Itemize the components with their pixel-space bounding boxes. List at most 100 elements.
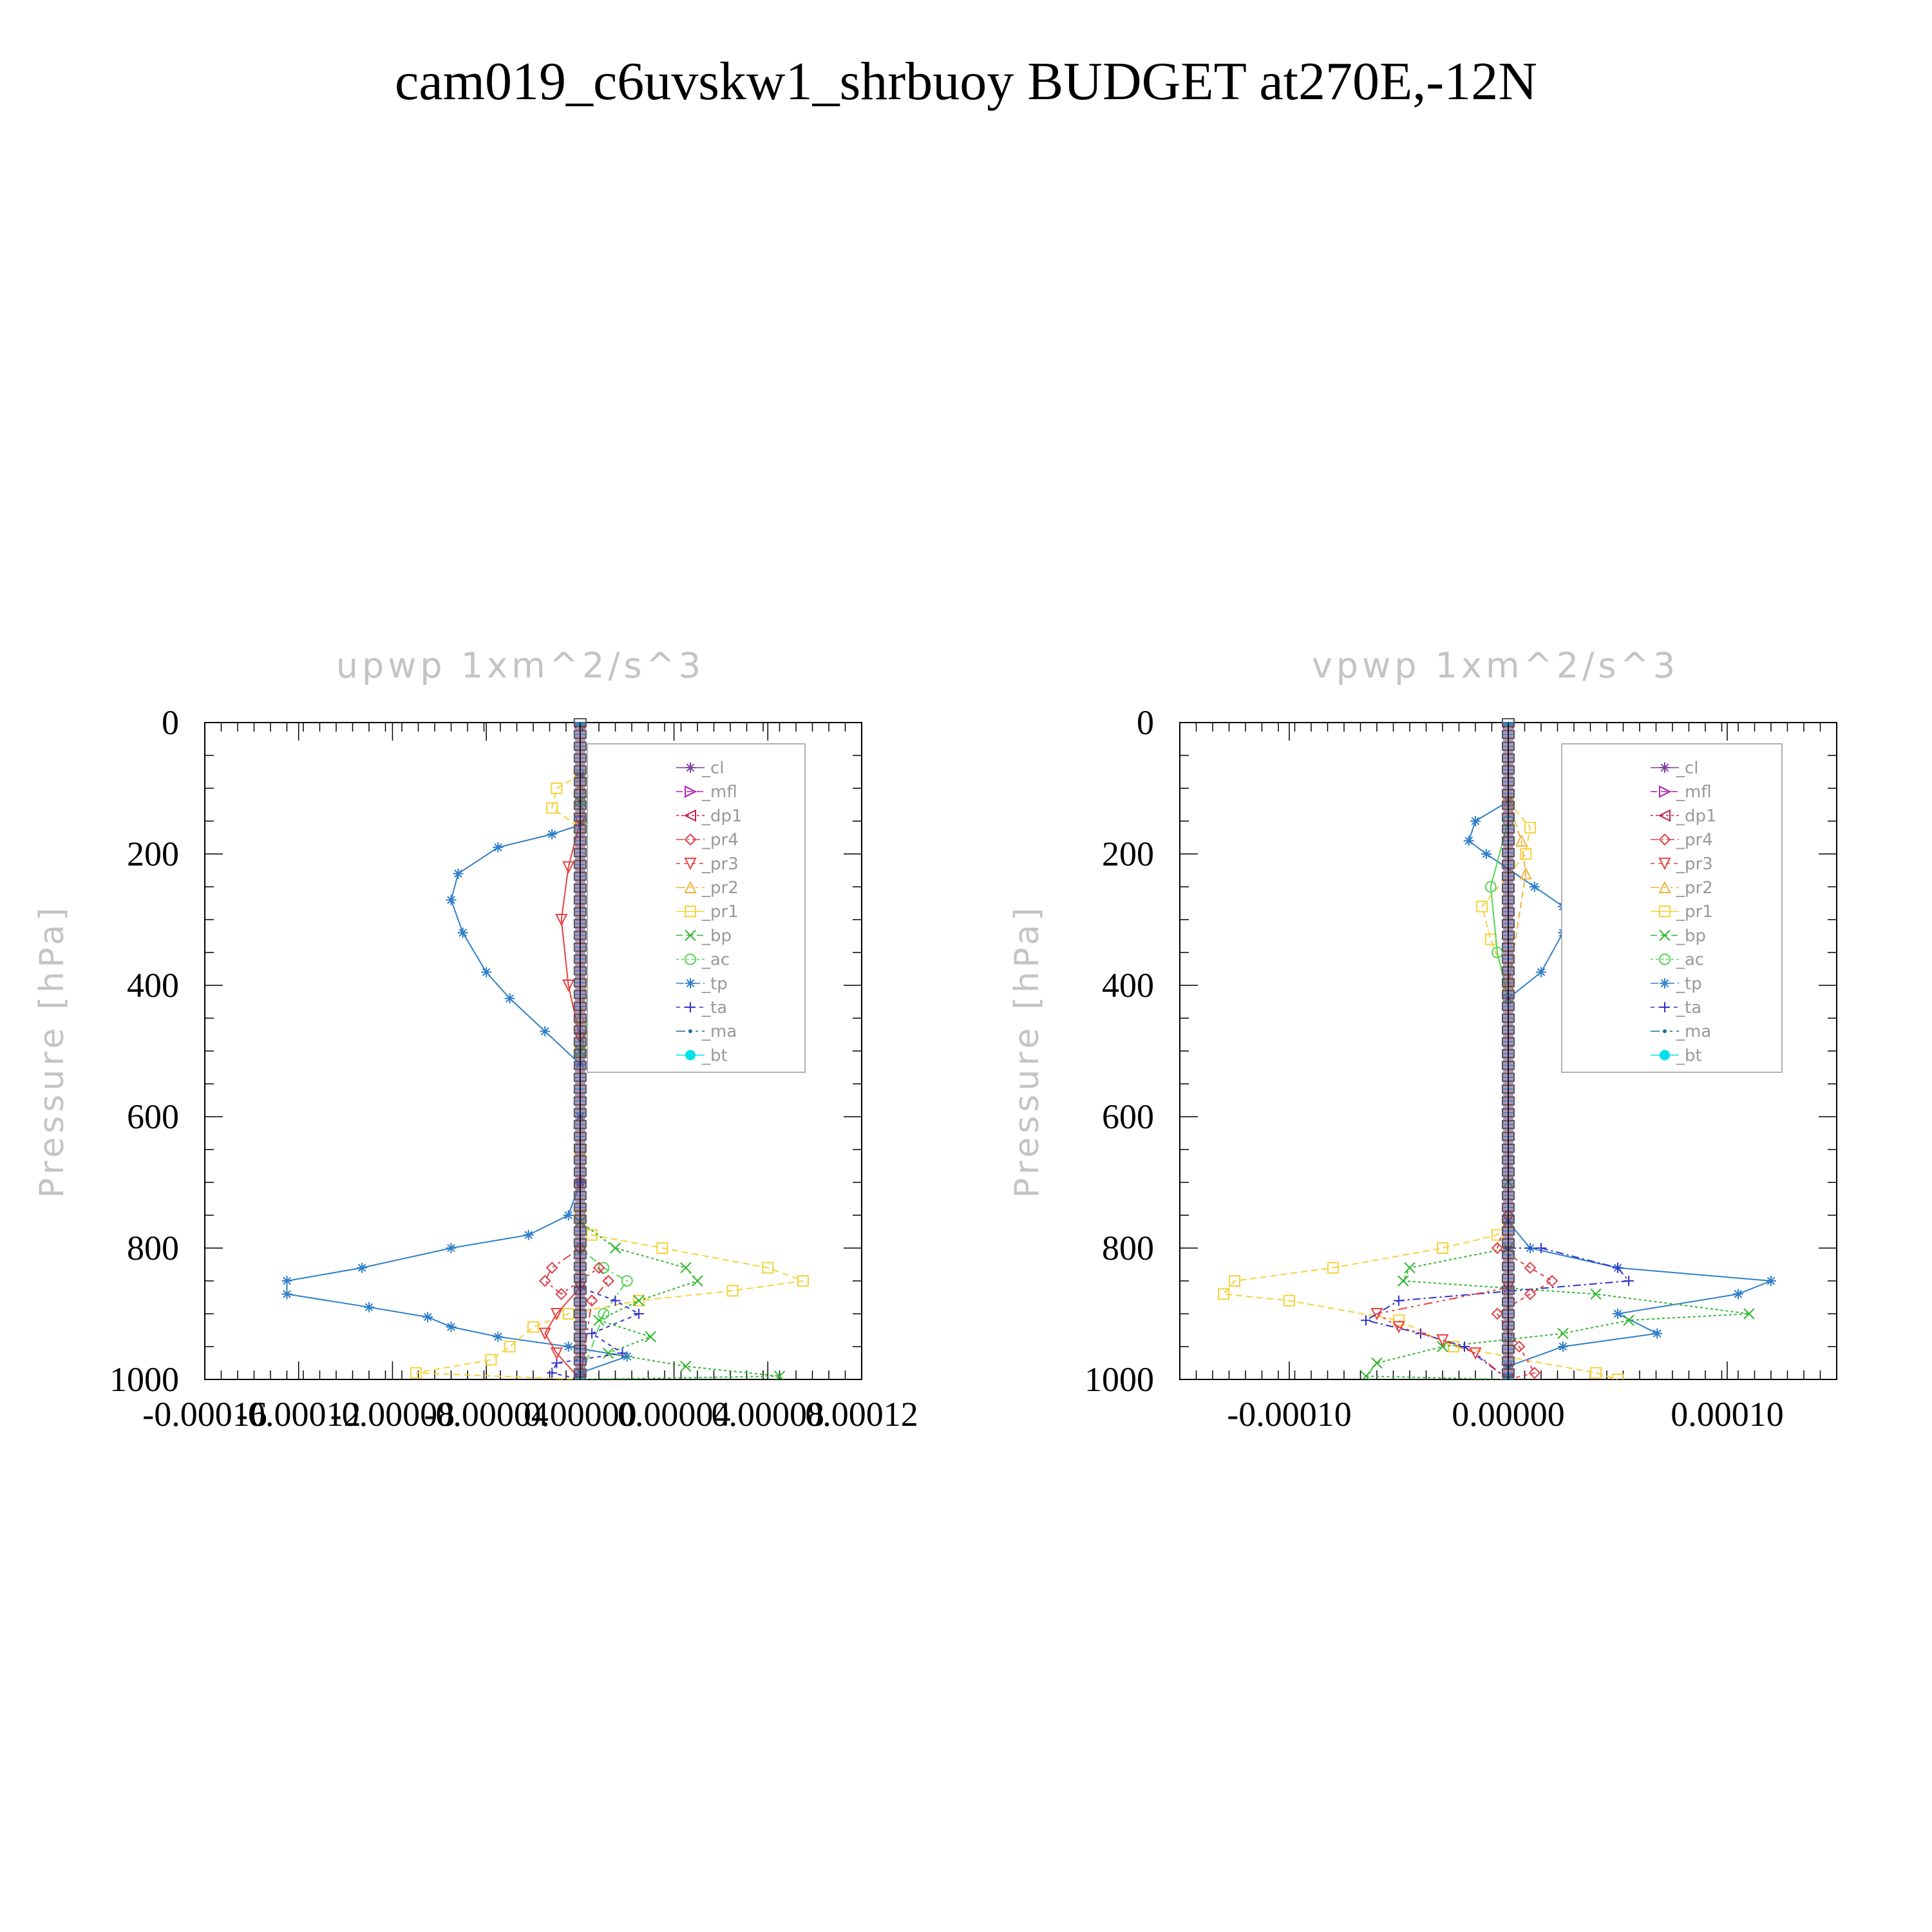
series-point-ta bbox=[633, 1309, 644, 1319]
series-point-pr1 bbox=[410, 1367, 422, 1379]
series-point-tp bbox=[563, 1341, 574, 1352]
series-point-ta bbox=[617, 1348, 628, 1359]
series-point-bp bbox=[645, 1331, 656, 1343]
legend-marker bbox=[1658, 809, 1671, 822]
legend-marker bbox=[684, 833, 697, 846]
legend-marker bbox=[1660, 978, 1670, 989]
series-point-tp bbox=[1613, 1309, 1623, 1319]
legend: _cl _mfl _dp1 _pr4 _pr3 _pr2 _pr1 _bp _ac _tp _ta _… bbox=[1561, 743, 1783, 1073]
legend-label: _pr3 bbox=[701, 855, 739, 874]
legend-label: _ac bbox=[701, 951, 730, 970]
series-point-pr4 bbox=[545, 1262, 558, 1274]
series-line-pr4 bbox=[544, 1182, 609, 1379]
legend-label: _ac bbox=[1676, 951, 1704, 970]
x-tick-label: -0.00012 bbox=[236, 1395, 361, 1434]
series-point-pr1 bbox=[1283, 1294, 1295, 1307]
series-point-tp bbox=[1766, 1276, 1776, 1286]
legend-label: _cl bbox=[1676, 759, 1699, 778]
legend-label: _dp1 bbox=[701, 806, 743, 826]
series-point-tp bbox=[446, 895, 457, 905]
legend-label: _bt bbox=[1676, 1046, 1702, 1065]
legend-label: _pr1 bbox=[1676, 902, 1713, 922]
series-point-pr4 bbox=[538, 1274, 551, 1287]
series-point-pr2 bbox=[1515, 834, 1528, 847]
series-point-pr4 bbox=[1491, 1242, 1504, 1255]
series-point-tp bbox=[1463, 835, 1474, 846]
series-point-bp bbox=[692, 1275, 703, 1287]
series-point-bp bbox=[1623, 1314, 1634, 1326]
panel-title: upwp 1xm^2/s^3 bbox=[336, 645, 705, 686]
series-line-ta bbox=[551, 1182, 641, 1379]
legend-label: _pr2 bbox=[701, 878, 739, 898]
legend-label: _ta bbox=[701, 998, 727, 1018]
zero-line-markers bbox=[573, 718, 587, 1379]
series-point-pr1 bbox=[797, 1275, 809, 1287]
series-point-pr1 bbox=[632, 1294, 645, 1307]
chart-panel-1: upwp 1xm^2/s^3 Pressure [hPa] 0 200 400 600 80… bbox=[33, 645, 918, 1434]
y-tick-label: 0 bbox=[162, 703, 179, 742]
series-point-tp bbox=[281, 1276, 292, 1286]
series-point-pr1 bbox=[1218, 1288, 1229, 1300]
series-line-pr1 bbox=[1222, 800, 1618, 1379]
legend-marker bbox=[685, 762, 696, 773]
legend-marker bbox=[1658, 857, 1671, 871]
series-point-tp bbox=[357, 1262, 368, 1273]
series-point-pr1 bbox=[551, 782, 563, 794]
series-point-tp bbox=[481, 967, 492, 978]
x-tick-label: 0.00010 bbox=[1671, 1395, 1784, 1434]
series-point-pr1 bbox=[1327, 1262, 1339, 1274]
series-point-ac bbox=[1484, 881, 1497, 893]
legend-marker bbox=[685, 785, 697, 798]
x-tick-label: -0.00008 bbox=[330, 1395, 455, 1434]
series-point-bp bbox=[680, 1262, 692, 1274]
series-point-pr2 bbox=[1519, 867, 1532, 880]
legend: _cl _mfl _dp1 _pr4 _pr3 _pr2 _pr1 _bp _ac _tp _ta _… bbox=[587, 743, 806, 1073]
series-point-bp bbox=[633, 1294, 645, 1307]
legend-label: _ta bbox=[1676, 998, 1701, 1018]
x-tick-label: 0.00012 bbox=[805, 1395, 918, 1434]
series-point-ac bbox=[621, 1275, 633, 1287]
series-point-ta bbox=[547, 1367, 558, 1378]
series-point-ta bbox=[1536, 1243, 1546, 1253]
series-point-tp bbox=[446, 1243, 457, 1253]
legend-marker bbox=[1659, 905, 1671, 918]
series-point-tp bbox=[1558, 1341, 1568, 1352]
series-point-bp bbox=[773, 1370, 786, 1379]
series-point-pr1 bbox=[1476, 900, 1488, 913]
legend-label: _pr3 bbox=[1676, 855, 1713, 874]
panel-title: vpwp 1xm^2/s^3 bbox=[1312, 645, 1679, 686]
legend-marker bbox=[1658, 833, 1671, 846]
legend-marker bbox=[1660, 1002, 1670, 1012]
series-point-pr3 bbox=[555, 914, 568, 927]
legend-marker bbox=[1658, 880, 1671, 893]
series-point-bp bbox=[1404, 1262, 1416, 1274]
y-tick-label: 400 bbox=[1102, 966, 1154, 1005]
legend-label: _tp bbox=[1676, 974, 1702, 994]
legend-label: _bt bbox=[701, 1046, 728, 1065]
legend-marker bbox=[1663, 1029, 1667, 1034]
series-point-pr1 bbox=[1520, 848, 1532, 860]
legend-marker bbox=[1659, 929, 1671, 942]
series-point-pr1 bbox=[1437, 1242, 1448, 1254]
series-point-tp bbox=[1470, 816, 1481, 826]
series-point-pr4 bbox=[1524, 1287, 1537, 1300]
series-point-tp bbox=[563, 1210, 574, 1220]
series-point-pr1 bbox=[562, 1308, 574, 1320]
legend-marker bbox=[1659, 785, 1672, 798]
series-point-tp bbox=[523, 1229, 534, 1240]
series-point-tp bbox=[493, 1331, 504, 1342]
series-line-pr2 bbox=[1508, 801, 1527, 1379]
legend-label: _pr2 bbox=[1676, 878, 1713, 898]
series-point-pr3 bbox=[550, 1308, 564, 1321]
series-point-ta bbox=[1394, 1295, 1404, 1306]
x-tick-label: 0.00000 bbox=[1452, 1395, 1565, 1434]
legend-label: _bp bbox=[1676, 926, 1706, 945]
y-tick-label: 400 bbox=[127, 966, 179, 1005]
series-point-pr1 bbox=[485, 1354, 497, 1366]
series-point-pr1 bbox=[656, 1242, 668, 1254]
series-point-pr4 bbox=[592, 1262, 605, 1274]
series-point-pr3 bbox=[562, 980, 575, 992]
series-point-ac bbox=[598, 1308, 610, 1320]
series-point-ta bbox=[587, 1328, 598, 1339]
